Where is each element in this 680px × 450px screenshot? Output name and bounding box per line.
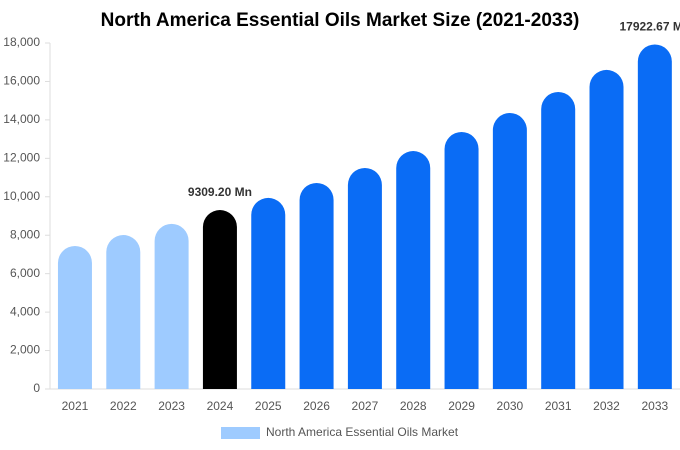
y-tick-label: 14,000 bbox=[3, 112, 40, 126]
data-label: 17922.67 Mn bbox=[619, 20, 680, 34]
y-tick-label: 12,000 bbox=[3, 151, 40, 165]
y-tick-label: 10,000 bbox=[3, 189, 40, 203]
x-tick-label: 2021 bbox=[62, 399, 89, 413]
y-tick-label: 18,000 bbox=[3, 35, 40, 49]
x-tick-label: 2023 bbox=[158, 399, 185, 413]
x-tick-label: 2026 bbox=[303, 399, 330, 413]
y-tick-label: 16,000 bbox=[3, 74, 40, 88]
bar bbox=[444, 131, 479, 389]
bar bbox=[202, 210, 237, 389]
bar bbox=[589, 69, 624, 390]
x-tick-label: 2022 bbox=[110, 399, 137, 413]
bar bbox=[57, 245, 92, 389]
data-label: 9309.20 Mn bbox=[188, 185, 252, 199]
y-tick-label: 8,000 bbox=[10, 227, 40, 241]
x-tick-label: 2025 bbox=[255, 399, 282, 413]
y-tick-label: 0 bbox=[33, 381, 40, 395]
legend-swatch bbox=[221, 427, 260, 439]
x-tick-label: 2027 bbox=[352, 399, 379, 413]
bar bbox=[299, 182, 334, 389]
x-tick-label: 2030 bbox=[497, 399, 524, 413]
x-tick-label: 2024 bbox=[207, 399, 234, 413]
bar bbox=[347, 167, 382, 389]
x-tick-label: 2031 bbox=[545, 399, 572, 413]
y-tick-label: 4,000 bbox=[10, 304, 40, 318]
x-tick-label: 2033 bbox=[641, 399, 668, 413]
bar bbox=[492, 112, 527, 389]
y-tick-label: 2,000 bbox=[10, 343, 40, 357]
x-tick-label: 2028 bbox=[400, 399, 427, 413]
y-tick-label: 6,000 bbox=[10, 266, 40, 280]
legend-label: North America Essential Oils Market bbox=[266, 425, 459, 439]
x-tick-label: 2029 bbox=[448, 399, 475, 413]
bar bbox=[396, 151, 431, 389]
bar bbox=[154, 223, 189, 389]
chart-title: North America Essential Oils Market Size… bbox=[101, 10, 580, 31]
bar bbox=[541, 92, 576, 390]
x-tick-label: 2032 bbox=[593, 399, 620, 413]
bar bbox=[106, 235, 141, 389]
bar bbox=[637, 44, 672, 390]
bar bbox=[251, 197, 286, 389]
